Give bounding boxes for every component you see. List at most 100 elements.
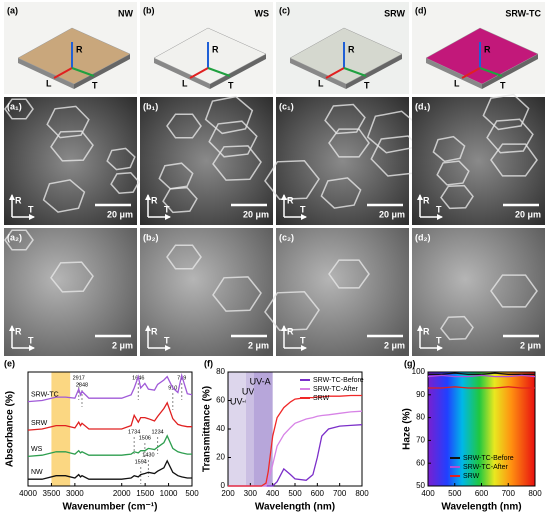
direction-label: T	[28, 204, 34, 214]
cell-wall	[158, 162, 194, 190]
panel-label: (d₂)	[415, 232, 431, 242]
region-label: UV-C	[230, 396, 252, 406]
sample	[425, 27, 539, 85]
peak-label: 1430	[142, 452, 154, 458]
x-tick-label: 800	[528, 489, 542, 498]
spectrum-bg	[428, 372, 535, 486]
series-line	[428, 386, 535, 389]
scale-label: 2 μm	[384, 340, 405, 350]
sample-side	[74, 54, 130, 89]
sample	[17, 27, 131, 85]
cell-wall	[486, 118, 534, 154]
x-tick-label: 2000	[113, 489, 131, 498]
cell-wall	[4, 229, 34, 251]
sample-name: NW	[118, 8, 133, 18]
peak-label: 1234	[151, 429, 163, 435]
panel-label: (b₁)	[143, 101, 158, 111]
cell-wall	[106, 147, 136, 171]
direction-label: T	[300, 204, 306, 214]
y-tick-label: 70	[416, 436, 425, 445]
panel-label: (a₂)	[7, 232, 22, 242]
cell-wall	[208, 120, 258, 158]
panel-label: (c)	[279, 5, 290, 15]
cell-wall	[212, 145, 262, 181]
peak-label: 1594	[135, 459, 147, 465]
sem-image	[412, 97, 545, 225]
sem-image	[140, 228, 273, 356]
sample-side	[154, 58, 210, 89]
cell-wall	[204, 95, 254, 135]
x-tick-label: 500	[448, 489, 462, 498]
panel-label: (a₁)	[7, 101, 22, 111]
scale-label: 2 μm	[112, 340, 133, 350]
cell-wall	[490, 274, 538, 308]
direction-label: R	[212, 44, 219, 54]
y-tick-label: 90	[416, 390, 425, 399]
legend-label: SRW-TC-After	[313, 386, 359, 393]
sample-side	[346, 54, 402, 89]
cell-wall	[264, 160, 320, 200]
sample-side	[290, 58, 346, 89]
scale-label: 20 μm	[515, 209, 541, 219]
direction-label: T	[164, 204, 170, 214]
y-tick-label: 0	[221, 481, 226, 490]
series-line	[427, 374, 536, 378]
direction-label: R	[287, 326, 294, 336]
direction-label: L	[182, 78, 188, 88]
y-tick-label: 20	[216, 453, 225, 462]
direction-label: R	[151, 326, 158, 336]
sem-image	[412, 228, 545, 356]
cell-wall	[490, 143, 538, 177]
x-tick-label: 200	[221, 489, 235, 498]
axis-arrow-t	[207, 67, 231, 77]
y-tick-label: 80	[416, 413, 425, 422]
sample-name: SRW	[384, 8, 405, 18]
y-tick-label: 100	[412, 367, 426, 376]
series-label: WS	[31, 446, 43, 453]
panel-label: (c₁)	[279, 101, 294, 111]
y-tick-label: 50	[416, 481, 425, 490]
series-line	[27, 372, 193, 403]
cell-wall	[212, 276, 262, 312]
direction-label: T	[436, 204, 442, 214]
x-axis-title: Wavelength (nm)	[441, 502, 521, 513]
cell-wall	[166, 244, 202, 270]
cell-wall	[110, 172, 140, 194]
x-tick-label: 1500	[136, 489, 154, 498]
x-tick-label: 500	[185, 489, 199, 498]
cell-wall	[320, 177, 362, 209]
sample-name: WS	[255, 8, 270, 18]
cell-wall	[42, 179, 86, 213]
cell-wall	[50, 130, 94, 162]
cell-wall	[440, 184, 474, 210]
direction-label: T	[28, 335, 34, 345]
x-tick-label: 400	[266, 489, 280, 498]
uv-region	[245, 372, 254, 486]
series-label: SRW	[31, 420, 48, 427]
direction-label: T	[500, 80, 506, 90]
scale-label: 2 μm	[520, 340, 541, 350]
peak-label: 2917	[73, 375, 85, 381]
panel-label: (d₁)	[415, 101, 430, 111]
x-tick-label: 1000	[160, 489, 178, 498]
x-tick-label: 3000	[66, 489, 84, 498]
direction-label: T	[300, 335, 306, 345]
direction-label: T	[436, 335, 442, 345]
series-line	[228, 394, 362, 487]
panel-label: (c₂)	[279, 232, 294, 242]
direction-label: R	[484, 44, 491, 54]
sample-side	[210, 54, 266, 89]
direction-label: R	[287, 195, 294, 205]
panel-label: (b)	[143, 5, 155, 15]
x-tick-label: 700	[333, 489, 347, 498]
sample-side	[482, 54, 538, 89]
scale-label: 20 μm	[379, 209, 405, 219]
x-tick-label: 600	[475, 489, 489, 498]
direction-label: L	[454, 78, 460, 88]
cell-wall	[482, 93, 530, 131]
x-tick-label: 600	[311, 489, 325, 498]
cell-wall	[436, 160, 470, 186]
region-label: UV-A	[250, 376, 271, 386]
x-tick-label: 700	[502, 489, 516, 498]
sample-side	[18, 58, 74, 89]
